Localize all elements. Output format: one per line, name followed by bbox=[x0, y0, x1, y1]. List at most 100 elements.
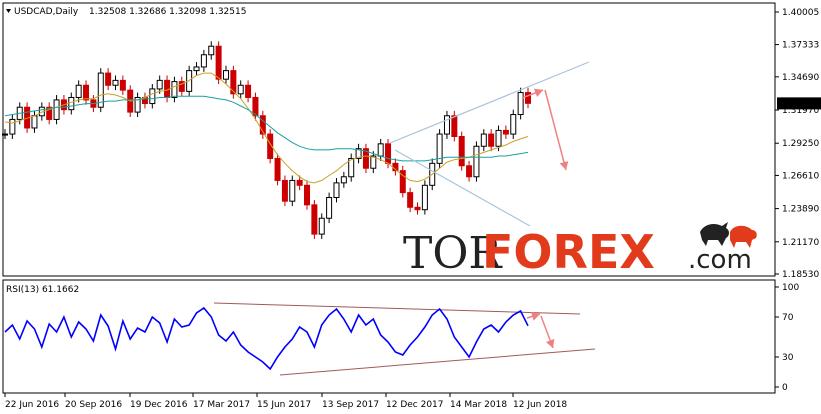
candle-body bbox=[421, 184, 428, 211]
current-price-badge bbox=[777, 97, 821, 110]
candle-body bbox=[525, 92, 531, 104]
candle-body bbox=[407, 192, 414, 208]
candle-body bbox=[105, 72, 112, 86]
candle-body bbox=[333, 182, 340, 199]
candle-body bbox=[267, 133, 274, 159]
price-y-tick-label: 1.34690 bbox=[782, 73, 819, 83]
candle-body bbox=[31, 115, 38, 129]
rsi-y-tick-label: 100 bbox=[782, 283, 799, 293]
price-y-tick-label: 1.26610 bbox=[782, 171, 819, 181]
x-tick-label: 20 Sep 2016 bbox=[65, 400, 122, 410]
rsi-forecast-arrow-down-head bbox=[545, 338, 555, 348]
candle-body bbox=[68, 96, 75, 111]
candle-body bbox=[348, 157, 355, 178]
candle-body bbox=[488, 133, 495, 147]
current-price-label: 1.32515 bbox=[780, 99, 817, 109]
moving-average-fast bbox=[4, 72, 529, 184]
candle-body bbox=[510, 114, 517, 135]
candle-body bbox=[385, 143, 392, 164]
candle-body bbox=[245, 84, 252, 98]
candle-body bbox=[399, 170, 406, 194]
price-y-tick-label: 1.18530 bbox=[782, 270, 819, 280]
candle-body bbox=[208, 45, 215, 56]
candle-body bbox=[186, 70, 193, 92]
rsi-y-tick-label: 30 bbox=[782, 353, 794, 363]
moving-average-slow bbox=[4, 95, 529, 162]
forecast-arrow-down-head bbox=[559, 161, 569, 170]
candle-body bbox=[149, 88, 156, 105]
candle-body bbox=[200, 54, 207, 68]
candle-body bbox=[230, 70, 237, 95]
candle-body bbox=[274, 157, 281, 181]
candle-body bbox=[178, 81, 185, 92]
rsi-y-tick-label: 70 bbox=[782, 313, 794, 323]
bear-icon bbox=[730, 225, 757, 248]
x-tick-label: 17 Mar 2017 bbox=[193, 400, 250, 410]
candle-body bbox=[46, 106, 53, 120]
x-tick-label: 13 Sep 2017 bbox=[322, 400, 379, 410]
price-y-tick-label: 1.31970 bbox=[782, 106, 819, 116]
x-tick-label: 14 Mar 2018 bbox=[450, 400, 507, 410]
ohlc-label: 1.32508 1.32686 1.32098 1.32515 bbox=[89, 7, 246, 17]
watermark-forex: FOREX bbox=[482, 225, 655, 279]
candle-body bbox=[134, 96, 141, 113]
watermark-tor: TOR bbox=[403, 228, 503, 279]
candle-body bbox=[414, 206, 421, 211]
candle-body bbox=[436, 133, 443, 164]
candle-body bbox=[296, 179, 303, 186]
candle-body bbox=[355, 148, 362, 159]
x-tick-label: 12 Dec 2017 bbox=[386, 400, 444, 410]
candle-body bbox=[215, 45, 222, 80]
candle-body bbox=[473, 145, 480, 178]
forecast-arrow-up-head bbox=[533, 88, 543, 98]
x-tick-label: 19 Dec 2016 bbox=[130, 400, 188, 410]
rsi-forecast-arrow-up-head bbox=[531, 312, 540, 321]
candle-body bbox=[112, 79, 119, 86]
watermark: TOR FOREX .com bbox=[403, 222, 757, 279]
candle-body bbox=[252, 96, 259, 117]
candle-body bbox=[171, 81, 178, 98]
candle-body bbox=[377, 143, 384, 157]
x-tick-label: 12 Jun 2018 bbox=[513, 400, 567, 410]
price-panel bbox=[2, 2, 776, 277]
price-y-tick-label: 1.40005 bbox=[782, 8, 819, 18]
candle-body bbox=[53, 99, 60, 120]
candle-body bbox=[318, 217, 325, 235]
rsi-y-tick-label: 0 bbox=[782, 383, 788, 393]
candle-body bbox=[193, 66, 200, 72]
candle-body bbox=[259, 115, 266, 135]
candle-body bbox=[370, 155, 377, 169]
forecast-arrow-down bbox=[544, 89, 567, 171]
price-y-tick-label: 1.29250 bbox=[782, 139, 819, 149]
candle-body bbox=[237, 84, 244, 95]
candle-body bbox=[326, 197, 333, 219]
watermark-com: .com bbox=[688, 245, 752, 275]
candle-body bbox=[340, 176, 347, 184]
candle-body bbox=[281, 179, 288, 202]
candle-body bbox=[9, 118, 16, 135]
price-y-tick-label: 1.23890 bbox=[782, 205, 819, 215]
candle-body bbox=[75, 84, 82, 98]
rsi-line bbox=[4, 306, 529, 371]
channel-lower-line bbox=[394, 149, 531, 227]
candle-body bbox=[289, 179, 296, 202]
candle-body bbox=[2, 133, 8, 136]
candle-body bbox=[517, 92, 524, 116]
candle-body bbox=[451, 115, 458, 138]
rsi-label: RSI(13) 61.1662 bbox=[6, 285, 79, 295]
x-tick-label: 22 Jun 2016 bbox=[5, 400, 59, 410]
rsi-channel-lower bbox=[279, 348, 596, 376]
price-header: USDCAD,Daily 1.32508 1.32686 1.32098 1.3… bbox=[6, 7, 246, 17]
candle-body bbox=[502, 129, 509, 135]
candle-body bbox=[97, 72, 104, 108]
candle-body bbox=[311, 204, 318, 235]
candle-body bbox=[495, 129, 502, 147]
candle-body bbox=[480, 133, 487, 147]
candle-body bbox=[443, 115, 450, 135]
candle-body bbox=[156, 79, 163, 90]
price-y-tick-label: 1.37333 bbox=[782, 41, 819, 51]
candle-body bbox=[119, 79, 126, 91]
price-y-tick-label: 1.21170 bbox=[782, 238, 819, 248]
bull-icon bbox=[700, 222, 729, 246]
